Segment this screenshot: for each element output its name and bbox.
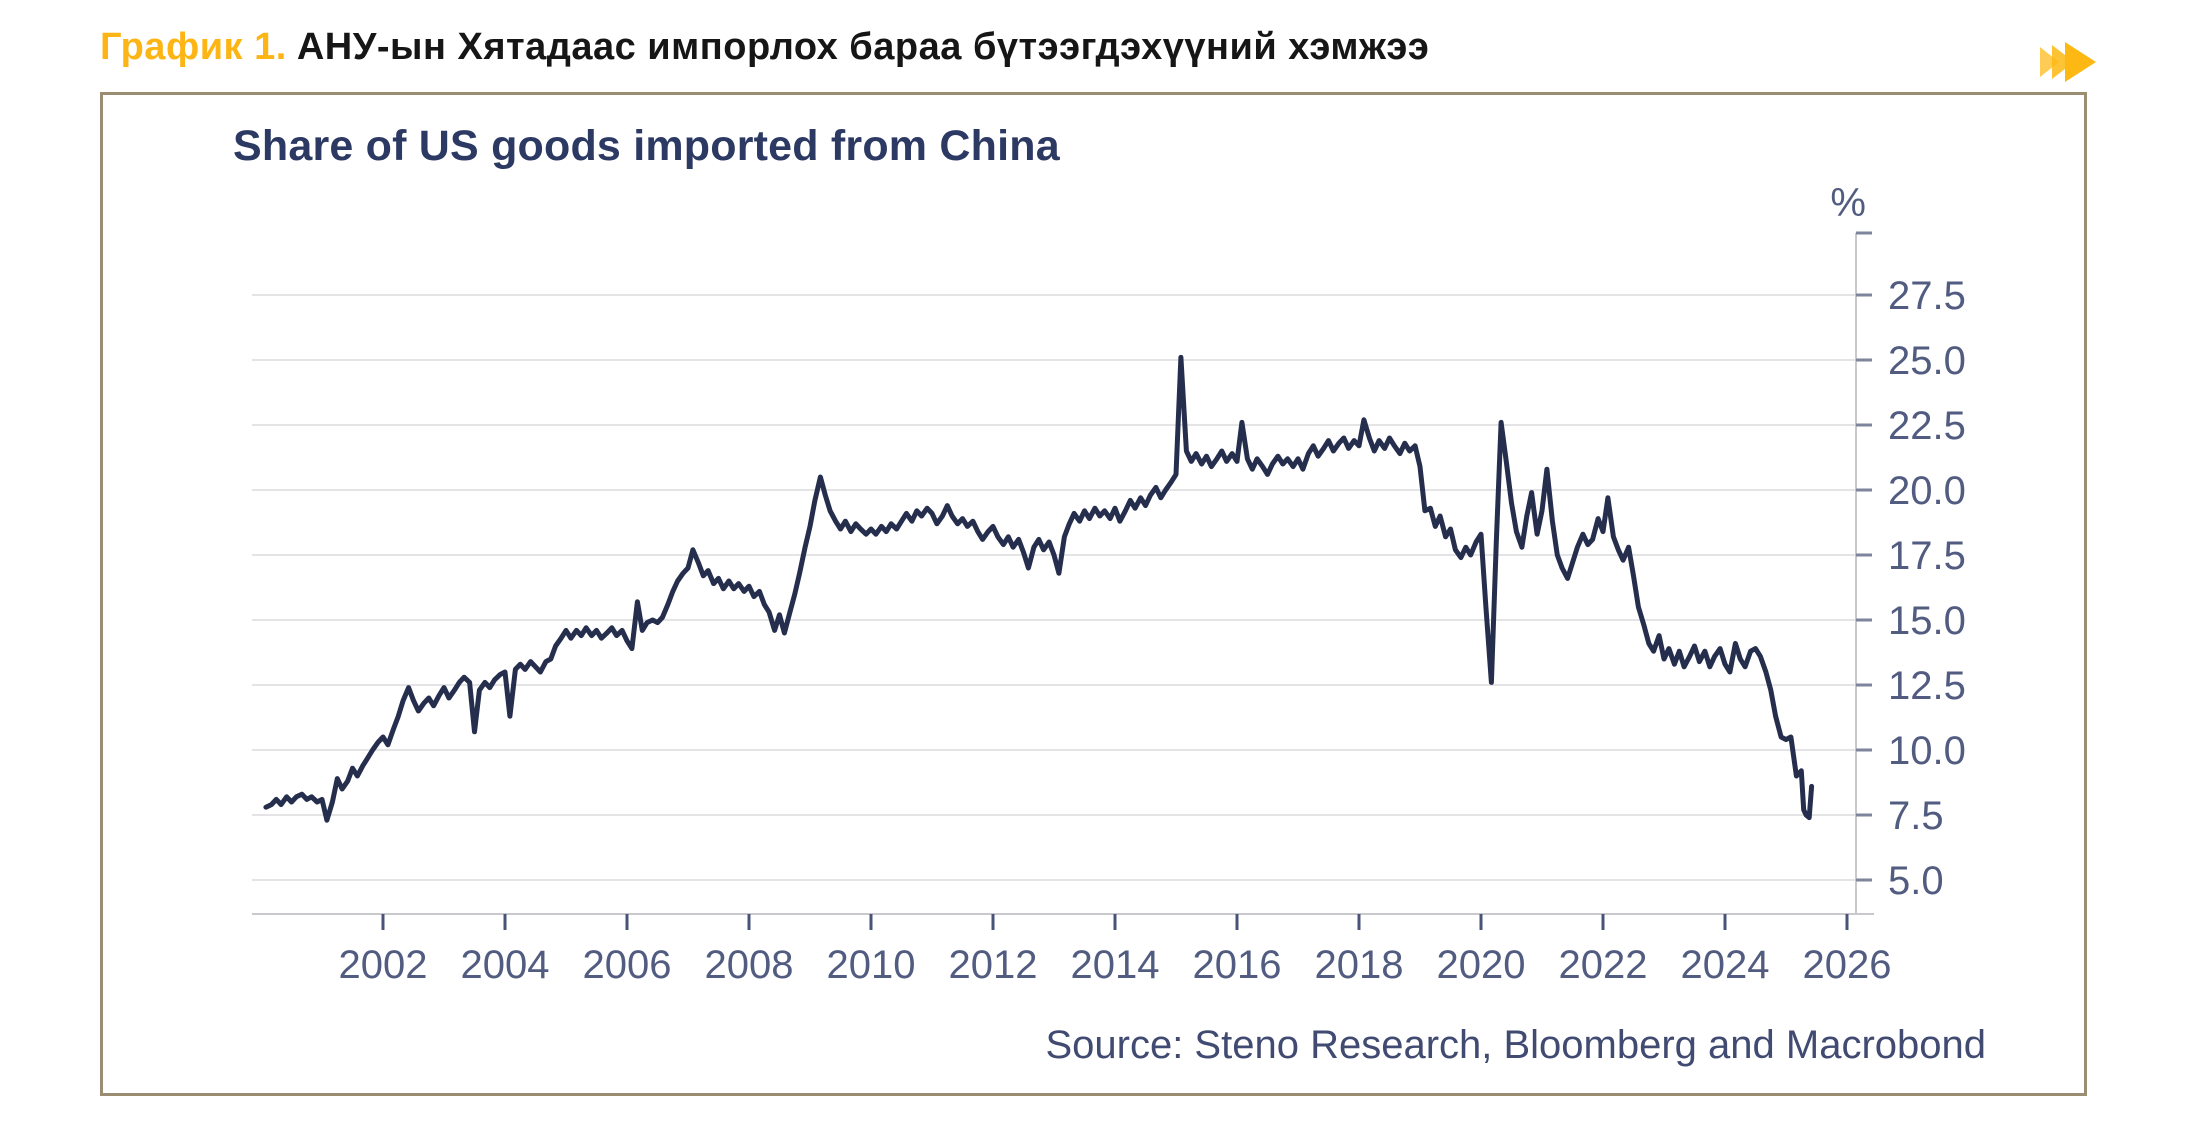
source-text: Source: Steno Research, Bloomberg and Ma… xyxy=(1045,1023,1986,1067)
y-tick-label: 20.0 xyxy=(1888,469,1966,513)
figure-header: График 1. АНУ-ын Хятадаас импорлох бараа … xyxy=(100,26,1429,69)
x-tick-label: 2008 xyxy=(705,943,794,987)
y-tick-label: 27.5 xyxy=(1888,274,1966,318)
x-tick-label: 2012 xyxy=(949,943,1038,987)
y-tick-label: 12.5 xyxy=(1888,664,1966,708)
figure-number: График 1. xyxy=(100,26,287,68)
y-tick-label: 22.5 xyxy=(1888,404,1966,448)
x-tick-label: 2014 xyxy=(1071,943,1160,987)
y-tick-label: 25.0 xyxy=(1888,339,1966,383)
x-tick-label: 2022 xyxy=(1559,943,1648,987)
y-tick-label: 10.0 xyxy=(1888,729,1966,773)
x-tick-label: 2004 xyxy=(461,943,550,987)
fast-forward-triangle-mid xyxy=(2052,45,2074,79)
y-tick-label: 5.0 xyxy=(1888,859,1944,903)
x-tick-label: 2002 xyxy=(339,943,428,987)
y-tick-label: 7.5 xyxy=(1888,794,1944,838)
fast-forward-triangle-front xyxy=(2065,42,2096,82)
y-tick-label: 15.0 xyxy=(1888,599,1966,643)
fast-forward-icon xyxy=(2040,42,2096,82)
x-tick-label: 2026 xyxy=(1803,943,1892,987)
chart-card xyxy=(100,92,2087,1096)
x-tick-label: 2020 xyxy=(1437,943,1526,987)
y-axis-unit-label: % xyxy=(1830,181,1866,225)
fast-forward-triangle-back xyxy=(2040,47,2059,77)
x-tick-label: 2006 xyxy=(583,943,672,987)
x-tick-label: 2016 xyxy=(1193,943,1282,987)
y-tick-label: 17.5 xyxy=(1888,534,1966,578)
x-tick-label: 2018 xyxy=(1315,943,1404,987)
x-tick-label: 2024 xyxy=(1681,943,1770,987)
x-tick-label: 2010 xyxy=(827,943,916,987)
figure-title: АНУ-ын Хятадаас импорлох бараа бүтээгдэх… xyxy=(296,26,1430,68)
chart-title: Share of US goods imported from China xyxy=(233,122,1060,170)
data-line xyxy=(263,354,1815,823)
